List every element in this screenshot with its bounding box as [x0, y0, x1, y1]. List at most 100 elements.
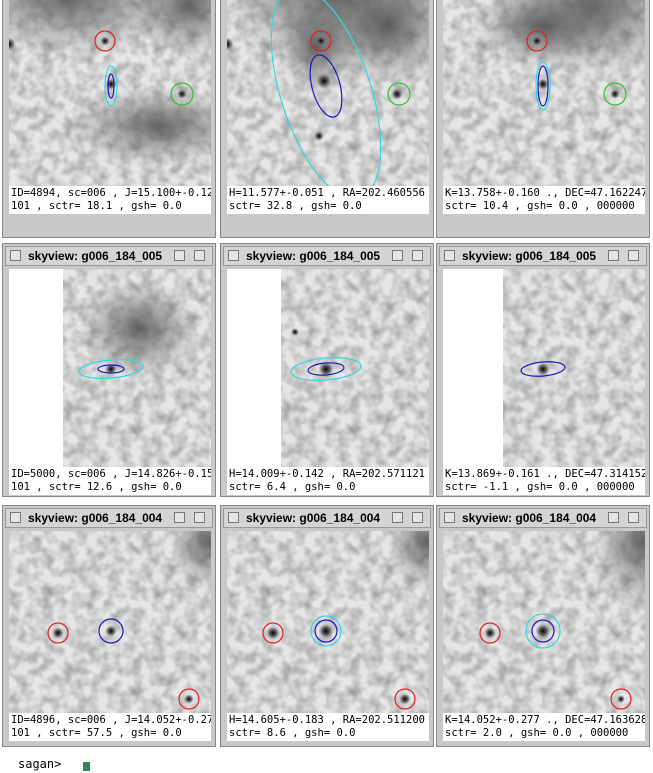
- caption: ID=4896, sc=006 , J=14.052+-0.277 101 , s…: [9, 713, 211, 741]
- window-title: skyview: g006_184_005: [28, 249, 163, 263]
- source: [105, 363, 117, 375]
- aperture: [310, 615, 342, 647]
- sky-image: [227, 269, 429, 467]
- source: [314, 131, 324, 141]
- sky-image: [443, 0, 645, 186]
- diffuse-emission: [129, 0, 211, 56]
- aperture: [262, 622, 284, 644]
- source: [177, 89, 187, 99]
- caption-line: sctr= -1.1 , gsh= 0.0 , 000000: [445, 481, 635, 493]
- image-canvas: [227, 531, 429, 713]
- aperture: [479, 622, 501, 644]
- maximize-button: [628, 512, 639, 523]
- image-canvas: [9, 0, 211, 186]
- diffuse-emission: [169, 531, 211, 591]
- source: [484, 627, 496, 639]
- skyview-window: H=11.577+-0.051 , RA=202.460556 sctr= 32.…: [220, 0, 434, 238]
- image-canvas: [9, 269, 211, 467]
- menu-button: [10, 250, 21, 261]
- sky-image: [9, 0, 211, 186]
- menu-button: [228, 512, 239, 523]
- caption-line: 101 , sctr= 12.6 , gsh= 0.0: [11, 481, 182, 493]
- title-buttons: [386, 509, 430, 527]
- skyview-window: ID=4894, sc=006 , J=15.100+-0.120 101 , s…: [2, 0, 216, 238]
- image-canvas: [443, 269, 645, 467]
- aperture: [290, 357, 362, 381]
- blank-region: [9, 269, 63, 467]
- diffuse-emission: [79, 279, 199, 379]
- aperture: [98, 618, 124, 644]
- skyview-window: skyview: g006_184_005 H=14.009+-0.142 , R…: [220, 243, 434, 497]
- maximize-button: [412, 250, 423, 261]
- diffuse-emission: [387, 531, 429, 591]
- aperture: [314, 619, 338, 643]
- title-bar: skyview: g006_184_005: [439, 246, 647, 266]
- skyview-window: K=13.758+-0.160 ., DEC=47.162247 sctr= 10…: [436, 0, 650, 238]
- terminal-prompt: sagan>: [18, 757, 62, 771]
- caption-line: sctr= 32.8 , gsh= 0.0: [229, 200, 362, 212]
- source: [316, 36, 326, 46]
- skyview-window: skyview: g006_184_004 K=14.052+-0.277 ., …: [436, 505, 650, 747]
- source: [52, 627, 64, 639]
- source: [266, 626, 280, 640]
- caption: ID=5000, sc=006 , J=14.826+-0.157 101 , s…: [9, 467, 211, 495]
- source: [318, 361, 334, 377]
- caption-line: 101 , sctr= 18.1 , gsh= 0.0: [11, 200, 182, 212]
- aperture: [520, 361, 566, 377]
- caption-line: sctr= 8.6 , gsh= 0.0: [229, 727, 356, 739]
- image-canvas: [9, 531, 211, 713]
- sky-image: [227, 531, 429, 713]
- sky-image: [443, 531, 645, 713]
- window-title: skyview: g006_184_004: [28, 511, 163, 525]
- terminal-cursor: [83, 762, 90, 771]
- minimize-button: [608, 250, 619, 261]
- skyview-window: skyview: g006_184_005 K=13.869+-0.161 ., …: [436, 243, 650, 497]
- maximize-button: [628, 250, 639, 261]
- caption-line: K=14.052+-0.277 ., DEC=47.163628: [445, 714, 645, 726]
- caption: K=14.052+-0.277 ., DEC=47.163628 sctr= 2.…: [443, 713, 645, 741]
- caption: H=11.577+-0.051 , RA=202.460556 sctr= 32.…: [227, 186, 429, 214]
- source: [184, 694, 194, 704]
- caption-line: H=14.009+-0.142 , RA=202.571121: [229, 468, 425, 480]
- source: [399, 693, 411, 705]
- aperture: [610, 688, 632, 710]
- title-buttons: [386, 247, 430, 265]
- aperture: [107, 73, 115, 99]
- sky-image: [9, 269, 211, 467]
- source: [536, 362, 550, 376]
- blank-region: [227, 269, 281, 467]
- minimize-button: [608, 512, 619, 523]
- maximize-button: [194, 250, 205, 261]
- aperture: [307, 362, 345, 376]
- window-title: skyview: g006_184_004: [462, 511, 597, 525]
- caption-line: K=13.758+-0.160 ., DEC=47.162247: [445, 187, 645, 199]
- caption: H=14.605+-0.183 , RA=202.511200 sctr= 8.6…: [227, 713, 429, 741]
- image-canvas: [227, 269, 429, 467]
- source: [9, 37, 16, 51]
- title-buttons: [168, 247, 212, 265]
- aperture: [535, 61, 551, 111]
- caption-line: K=13.869+-0.161 ., DEC=47.314152: [445, 468, 645, 480]
- diffuse-emission: [277, 0, 357, 96]
- aperture: [525, 613, 561, 649]
- aperture: [603, 82, 627, 106]
- caption: ID=4894, sc=006 , J=15.100+-0.120 101 , s…: [9, 186, 211, 214]
- image-canvas: [443, 531, 645, 713]
- aperture: [78, 359, 144, 379]
- title-bar: skyview: g006_184_004: [223, 508, 431, 528]
- caption-line: H=11.577+-0.051 , RA=202.460556: [229, 187, 425, 199]
- aperture: [537, 65, 549, 107]
- menu-button: [444, 512, 455, 523]
- source: [610, 89, 620, 99]
- aperture: [94, 30, 116, 52]
- caption-line: ID=5000, sc=006 , J=14.826+-0.157: [11, 468, 211, 480]
- title-buttons: [168, 509, 212, 527]
- minimize-button: [392, 512, 403, 523]
- aperture: [170, 82, 194, 106]
- caption-line: ID=4894, sc=006 , J=15.100+-0.120: [11, 187, 211, 199]
- diffuse-emission: [69, 86, 211, 166]
- title-bar: skyview: g006_184_005: [223, 246, 431, 266]
- caption-line: sctr= 6.4 , gsh= 0.0: [229, 481, 356, 493]
- source: [105, 625, 117, 637]
